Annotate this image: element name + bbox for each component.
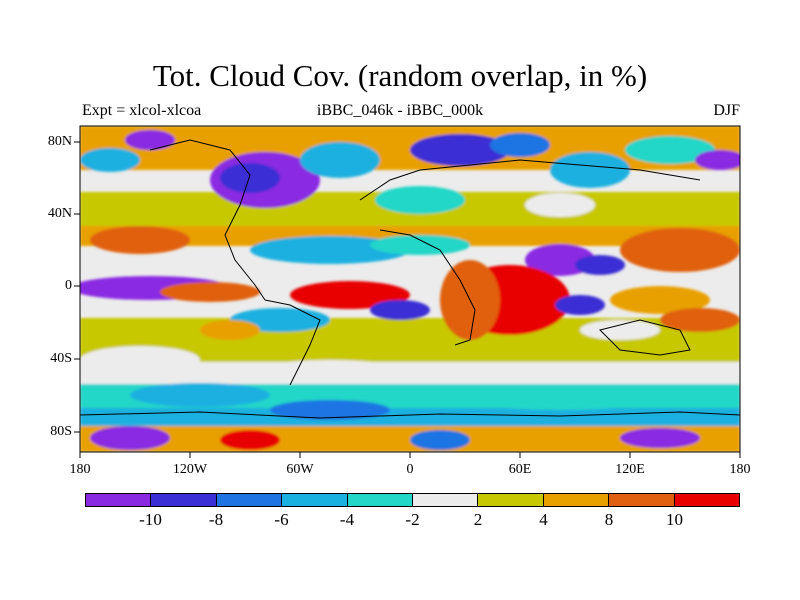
coastlines <box>80 139 740 419</box>
colorbar-label: 4 <box>539 510 548 529</box>
y-tick-label: 80N <box>47 134 72 149</box>
colorbar-swatch <box>673 494 740 506</box>
x-tick-label: 180 <box>69 462 91 477</box>
y-tick-label: 40N <box>47 206 72 221</box>
x-tick-label: 120E <box>615 462 645 477</box>
colorbar-label: 10 <box>666 510 683 529</box>
y-tick-label: 40S <box>50 351 72 366</box>
experiment-label: Expt = xlcol-xlcoa <box>82 102 202 119</box>
colorbar-label: -8 <box>208 510 224 529</box>
comparison-label: iBBC_046k - iBBC_000k <box>316 102 484 119</box>
x-tick-marks <box>79 452 741 458</box>
x-tick-label: 60E <box>508 462 532 477</box>
x-tick-label: 180 <box>729 462 751 477</box>
colorbar-swatch <box>412 494 478 506</box>
colorbar-label: 2 <box>473 510 483 529</box>
colorbar <box>85 493 740 507</box>
y-tick-marks <box>74 141 80 433</box>
colorbar-label: 8 <box>604 510 614 529</box>
x-tick-label: 120W <box>172 462 208 477</box>
colorbar-label: -4 <box>339 510 355 529</box>
season-label: DJF <box>713 102 740 119</box>
colorbar-swatch <box>542 494 609 506</box>
colorbar-swatch <box>346 494 413 506</box>
colorbar-swatch <box>86 494 151 506</box>
colorbar-swatch <box>608 494 674 506</box>
x-tick-label: 60W <box>286 462 314 477</box>
y-tick-label: 0 <box>65 278 72 293</box>
y-tick-label: 80S <box>50 424 72 439</box>
colorbar-swatch <box>215 494 282 506</box>
colorbar-swatch <box>477 494 543 506</box>
map-title: Tot. Cloud Cov. (random overlap, in %) <box>152 58 648 93</box>
colorbar-labels: -10 -8 -6 -4 -2 2 4 8 10 <box>85 510 740 532</box>
colorbar-label: -2 <box>405 510 420 529</box>
x-tick-label: 0 <box>406 462 414 477</box>
colorbar-swatch <box>150 494 216 506</box>
anomaly-field <box>80 126 740 452</box>
colorbar-swatch <box>281 494 347 506</box>
colorbar-label: -6 <box>274 510 289 529</box>
colorbar-label: -10 <box>139 510 162 529</box>
